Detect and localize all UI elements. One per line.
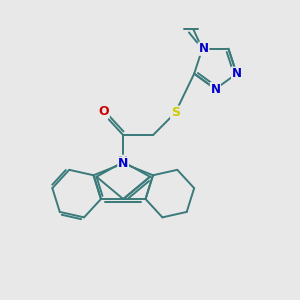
Text: N: N: [232, 67, 242, 80]
Text: N: N: [118, 155, 128, 168]
Text: O: O: [99, 105, 109, 118]
Text: N: N: [232, 69, 241, 79]
Text: N: N: [210, 82, 220, 96]
Text: N: N: [211, 84, 220, 94]
Text: S: S: [171, 106, 179, 119]
Text: S: S: [171, 106, 180, 119]
Text: N: N: [199, 42, 209, 55]
Text: N: N: [198, 44, 207, 54]
Text: N: N: [118, 157, 128, 170]
Text: O: O: [98, 106, 107, 119]
